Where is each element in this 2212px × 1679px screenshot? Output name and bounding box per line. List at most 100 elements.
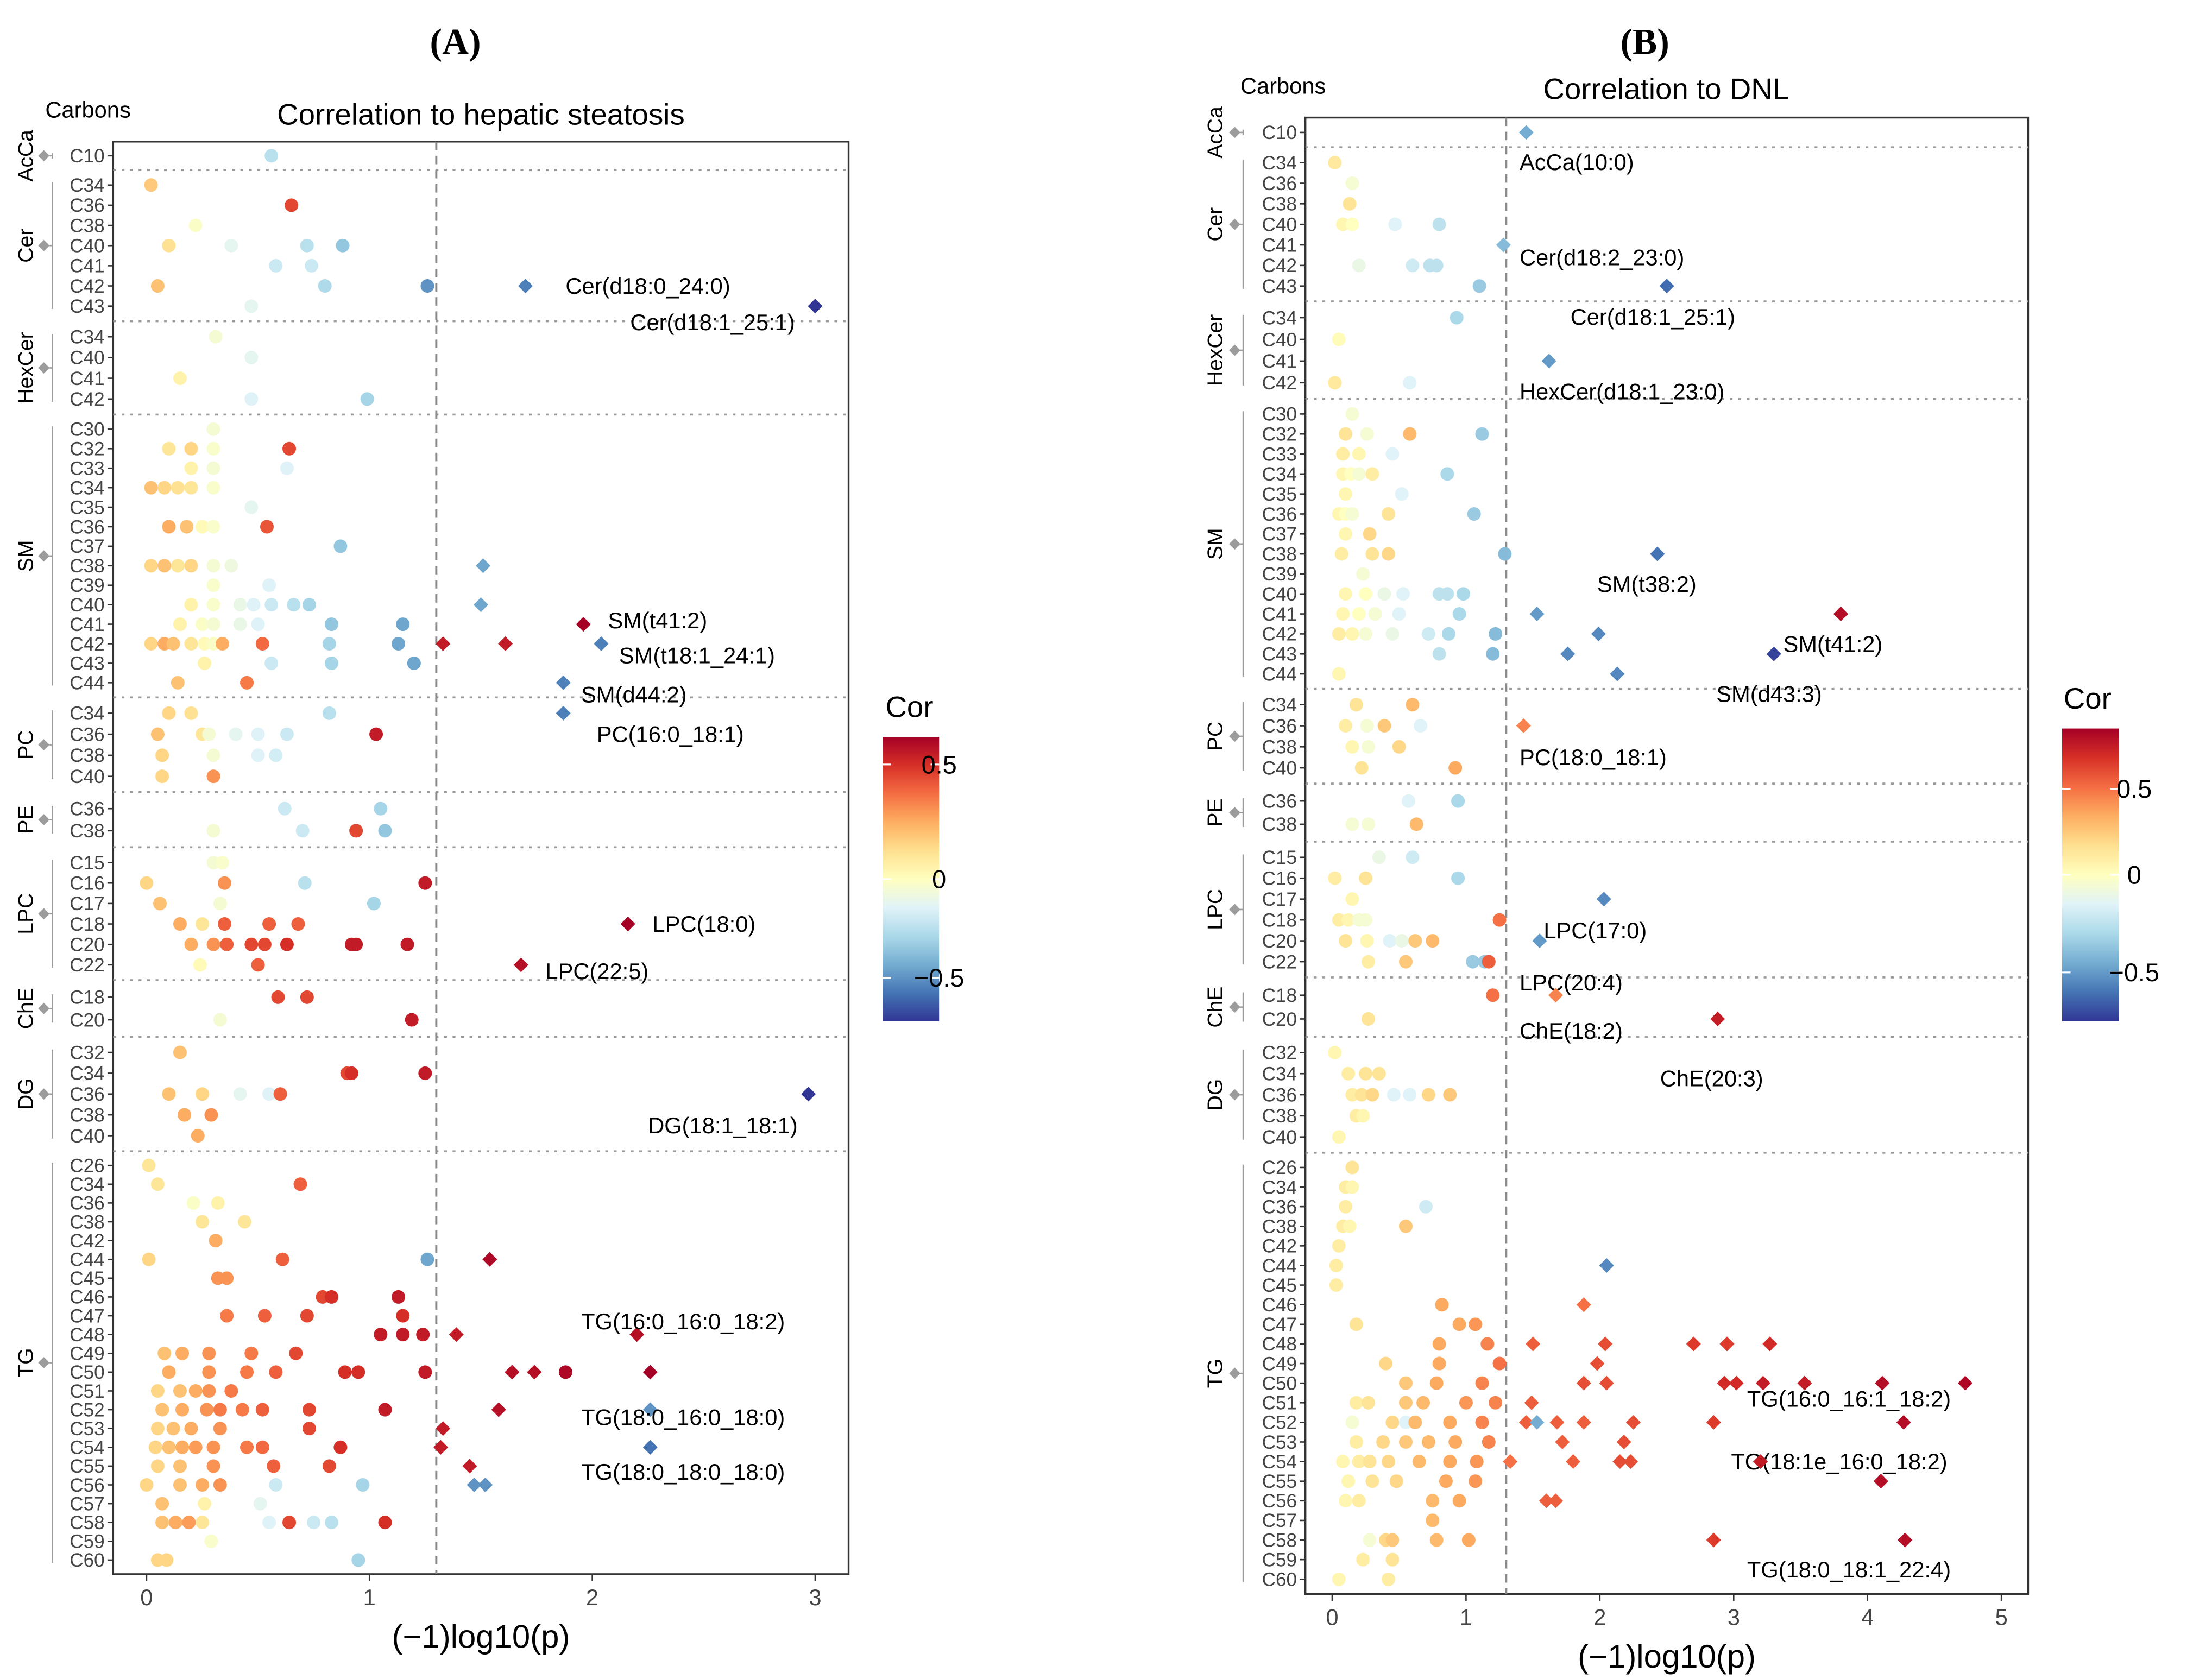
data-point xyxy=(1659,279,1674,294)
row-tick-label: C36 xyxy=(70,195,104,216)
data-point xyxy=(420,1252,434,1266)
data-point xyxy=(418,1066,432,1080)
row-tick-label: C38 xyxy=(1262,1216,1297,1238)
data-point xyxy=(180,520,194,534)
row-tick-label: C40 xyxy=(1262,214,1297,235)
data-point xyxy=(251,958,265,972)
row-tick-label: C55 xyxy=(70,1456,104,1477)
data-point xyxy=(1359,1066,1373,1081)
data-point xyxy=(1432,217,1446,231)
group-label: PC xyxy=(15,730,38,759)
data-point xyxy=(162,441,176,456)
data-point xyxy=(420,279,434,293)
data-point xyxy=(1336,217,1350,231)
data-point xyxy=(351,1365,365,1379)
data-point xyxy=(300,1309,314,1323)
data-point xyxy=(155,1516,169,1530)
data-point xyxy=(1414,719,1428,733)
data-point xyxy=(801,1087,816,1102)
data-point xyxy=(1406,698,1420,712)
data-point xyxy=(285,198,299,212)
data-point xyxy=(1363,527,1377,541)
row-tick-label: C44 xyxy=(1262,664,1297,685)
row-tick-label: C37 xyxy=(70,536,104,557)
data-point xyxy=(162,238,176,253)
x-tick-label: 0 xyxy=(1326,1605,1338,1630)
data-point xyxy=(195,1087,209,1101)
legend-tick-label: −0.5 xyxy=(2109,958,2160,987)
data-point xyxy=(1341,913,1356,927)
x-tick-label: 3 xyxy=(809,1585,821,1610)
data-point xyxy=(1345,1415,1359,1429)
data-point xyxy=(255,1403,269,1417)
row-tick-label: C16 xyxy=(70,873,104,894)
group-marker-icon xyxy=(38,550,50,562)
data-point xyxy=(188,218,203,232)
chart-title: Correlation to hepatic steatosis xyxy=(277,98,685,131)
y-header-label: Carbons xyxy=(1240,73,1326,98)
data-point xyxy=(1332,913,1346,927)
legend-tick-label: 0.5 xyxy=(922,750,957,779)
x-tick-label: 0 xyxy=(140,1585,153,1610)
data-point xyxy=(206,937,220,951)
row-tick-label: C22 xyxy=(1262,951,1297,973)
data-point xyxy=(1710,1011,1725,1027)
data-point xyxy=(1612,1454,1628,1469)
data-point xyxy=(1729,1375,1744,1391)
data-point xyxy=(1345,817,1359,831)
data-point xyxy=(576,617,591,632)
data-point xyxy=(1518,1415,1534,1430)
data-point xyxy=(171,481,185,495)
data-point xyxy=(1426,1513,1440,1527)
row-tick-label: C42 xyxy=(70,276,104,297)
data-point xyxy=(150,727,165,741)
data-point xyxy=(324,617,338,632)
data-point xyxy=(1389,1474,1403,1488)
data-point xyxy=(209,330,223,344)
row-tick-label: C52 xyxy=(70,1399,104,1421)
data-point xyxy=(1343,197,1357,211)
data-point xyxy=(206,422,220,436)
data-point xyxy=(418,876,432,890)
data-point xyxy=(142,1252,156,1266)
group-label: ChE xyxy=(1204,987,1227,1028)
legend-colorbar xyxy=(2062,728,2119,1021)
data-point xyxy=(162,520,176,534)
data-point xyxy=(218,917,232,931)
data-point xyxy=(1755,1375,1771,1391)
group-label: Cer xyxy=(15,229,38,263)
row-tick-label: C40 xyxy=(70,595,104,616)
row-tick-label: C46 xyxy=(70,1287,104,1308)
row-tick-label: C47 xyxy=(1262,1314,1297,1335)
data-point xyxy=(162,1087,176,1101)
data-point xyxy=(1448,761,1463,775)
data-point xyxy=(1475,1415,1489,1429)
data-point xyxy=(407,656,421,670)
row-tick-label: C20 xyxy=(70,935,104,956)
row-tick-label: C15 xyxy=(70,853,104,874)
data-point xyxy=(1429,1376,1444,1390)
data-point xyxy=(1395,487,1409,501)
data-point xyxy=(324,1516,338,1530)
row-tick-label: C30 xyxy=(1262,404,1297,425)
data-point xyxy=(1408,1415,1422,1429)
data-point xyxy=(1421,1088,1435,1102)
data-point xyxy=(269,1365,283,1379)
data-point xyxy=(198,1497,212,1511)
data-point xyxy=(1403,1088,1417,1102)
data-point xyxy=(1833,607,1848,622)
data-point xyxy=(155,1497,169,1511)
row-tick-label: C38 xyxy=(1262,544,1297,565)
data-point xyxy=(206,617,220,632)
data-point xyxy=(202,1384,216,1398)
data-point xyxy=(240,1365,254,1379)
data-point xyxy=(150,1384,165,1398)
data-point xyxy=(202,1365,216,1379)
data-point xyxy=(298,876,312,890)
row-tick-label: C34 xyxy=(1262,1064,1297,1085)
data-point xyxy=(1541,354,1556,369)
data-point xyxy=(1706,1415,1721,1430)
data-point xyxy=(140,1478,154,1492)
data-point xyxy=(244,1346,259,1360)
row-tick-label: C40 xyxy=(70,348,104,369)
